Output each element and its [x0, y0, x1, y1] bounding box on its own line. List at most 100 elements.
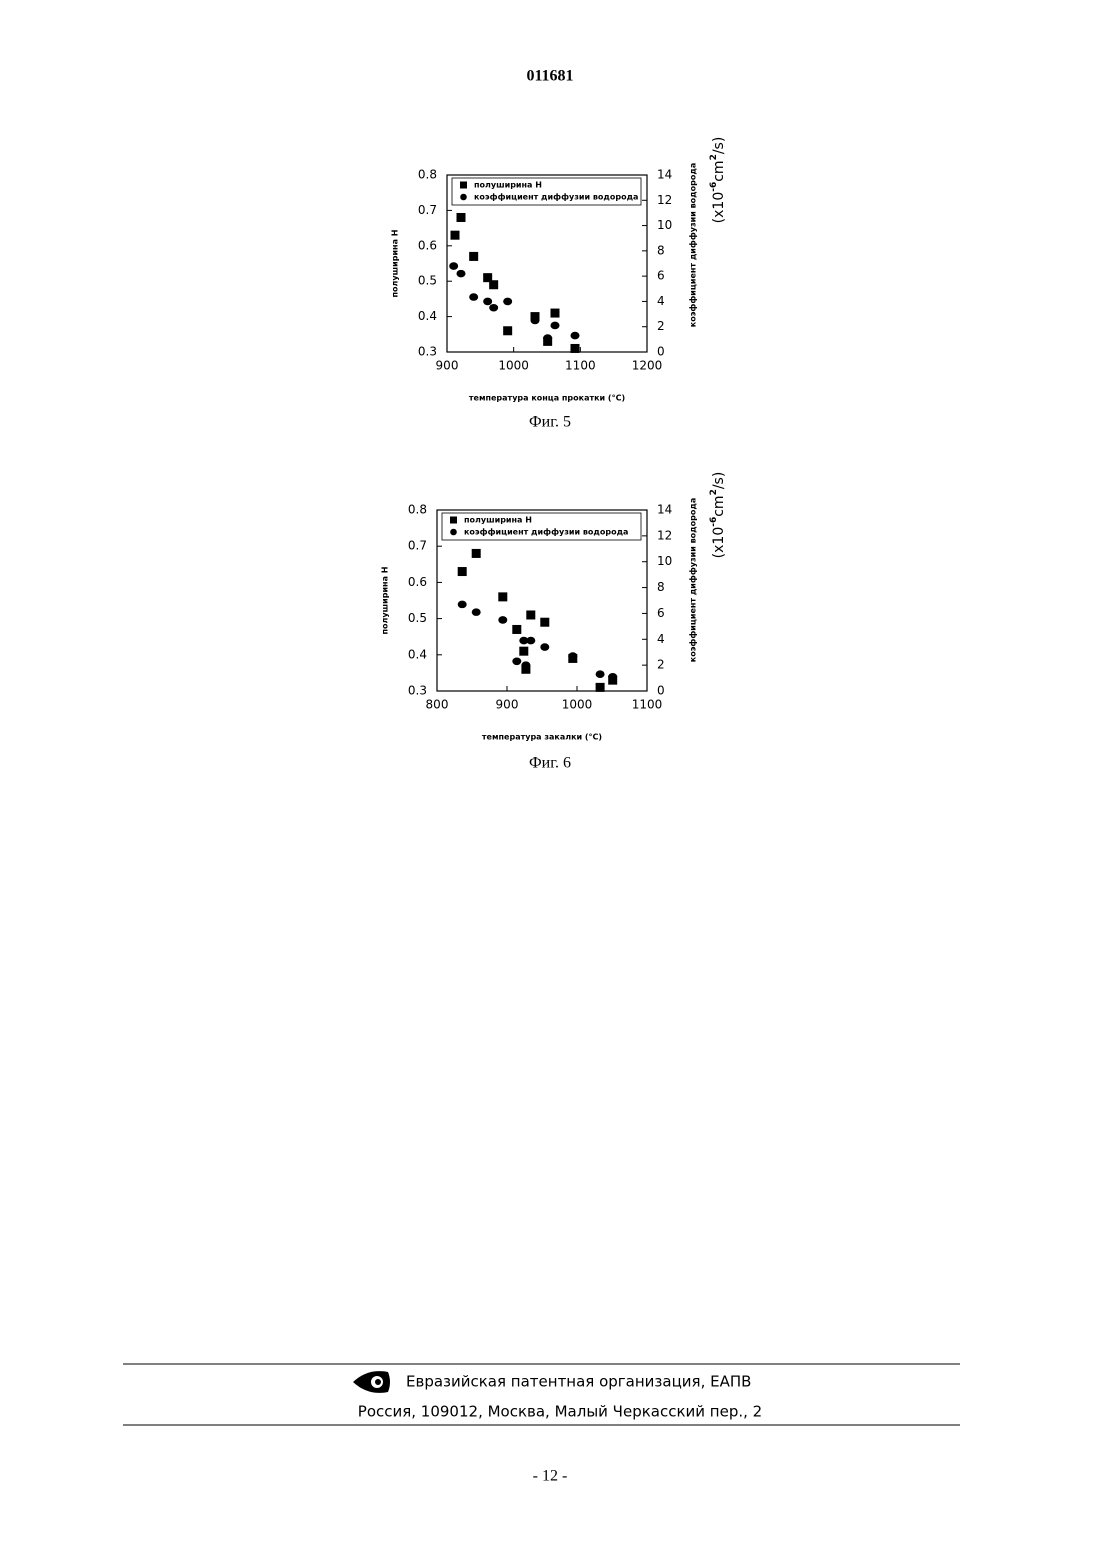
square-point [457, 213, 466, 222]
y2-tick-label: 2 [657, 658, 665, 672]
square-point [458, 567, 467, 576]
x-tick-label: 900 [496, 698, 519, 712]
chart: 0.30.40.50.60.70.80246810121480090010001… [381, 472, 728, 772]
y2-tick-label: 4 [657, 294, 665, 308]
y2-unit-part: cm [711, 160, 727, 181]
y2-unit-part: /s) [711, 472, 727, 489]
x-axis-label: температура конца прокатки (°С) [469, 394, 625, 403]
square-point [498, 592, 507, 601]
patent-number: 011681 [526, 68, 573, 85]
circle-point [571, 332, 580, 340]
y-tick-label: 0.8 [408, 503, 427, 517]
y-tick-label: 0.7 [418, 203, 437, 217]
x-tick-label: 1100 [565, 359, 596, 373]
circle-point [503, 298, 512, 306]
y2-tick-label: 10 [657, 218, 672, 232]
y2-axis-unit: (x10-6cm2/s) [709, 472, 728, 559]
figure-caption: Фиг. 6 [529, 755, 571, 772]
legend-label: коэффициент диффузии водорода [474, 193, 638, 202]
y2-tick-label: 0 [657, 684, 665, 698]
y2-unit-part: (x10 [711, 192, 727, 224]
circle-point [540, 643, 549, 651]
y-tick-label: 0.6 [408, 575, 427, 589]
y2-axis-label: коэффициент диффузии водорода [689, 163, 698, 327]
square-point [469, 252, 478, 261]
circle-point [596, 670, 605, 678]
y2-axis-label: коэффициент диффузии водорода [689, 498, 698, 662]
square-point [571, 344, 580, 353]
y-axis-label: полуширина Н [391, 230, 400, 298]
y2-tick-label: 10 [657, 554, 672, 568]
circle-point [521, 661, 530, 669]
x-tick-label: 1000 [498, 359, 529, 373]
circle-point [531, 317, 540, 325]
y2-unit-part: (x10 [711, 527, 727, 559]
y2-unit-part: -6 [709, 517, 719, 527]
y2-tick-label: 12 [657, 193, 672, 207]
circle-point [512, 657, 521, 665]
y2-tick-label: 2 [657, 319, 665, 333]
square-point [472, 549, 481, 558]
page: 011681 Евразийская патентная организация… [0, 0, 1100, 1556]
y2-tick-label: 14 [657, 503, 672, 517]
y2-tick-label: 14 [657, 168, 672, 182]
circle-point [458, 601, 467, 609]
legend-marker [450, 529, 457, 536]
y2-tick-label: 8 [657, 243, 665, 257]
legend-label: коэффициент диффузии водорода [464, 528, 628, 537]
legend-label: полуширина Н [474, 181, 542, 190]
circle-point [483, 298, 492, 306]
y2-tick-label: 12 [657, 528, 672, 542]
y-tick-label: 0.4 [418, 309, 437, 323]
footer-address: Россия, 109012, Москва, Малый Черкасский… [358, 1403, 762, 1421]
y2-tick-label: 8 [657, 580, 665, 594]
circle-point [498, 616, 507, 624]
y-tick-label: 0.3 [408, 684, 427, 698]
legend-marker [460, 182, 467, 189]
circle-point [469, 293, 478, 301]
y2-unit-part: /s) [711, 137, 727, 154]
x-tick-label: 1200 [632, 359, 663, 373]
legend-label: полуширина Н [464, 516, 532, 525]
y-tick-label: 0.5 [418, 274, 437, 288]
footer-organization: Евразийская патентная организация, ЕАПВ [406, 1373, 751, 1391]
square-point [519, 647, 528, 656]
y-tick-label: 0.4 [408, 647, 427, 661]
x-tick-label: 1100 [632, 698, 663, 712]
circle-point [449, 262, 458, 270]
legend-marker [460, 194, 467, 201]
circle-point [472, 608, 481, 616]
y-tick-label: 0.7 [408, 539, 427, 553]
x-axis-label: температура закалки (°С) [482, 733, 602, 742]
y-tick-label: 0.5 [408, 611, 427, 625]
y2-tick-label: 6 [657, 606, 665, 620]
page-number: - 12 - [533, 1468, 568, 1485]
circle-point [457, 270, 466, 278]
circle-point [608, 673, 617, 681]
y2-axis-unit: (x10-6cm2/s) [709, 137, 728, 224]
circle-point [489, 304, 498, 312]
square-point [451, 231, 460, 240]
square-point [489, 280, 498, 289]
x-tick-label: 1000 [562, 698, 593, 712]
y2-unit-part: cm [711, 495, 727, 516]
figure-caption: Фиг. 5 [529, 414, 571, 431]
y-axis-label: полуширина Н [381, 567, 390, 635]
circle-point [543, 334, 552, 342]
square-point [596, 683, 605, 692]
y2-tick-label: 4 [657, 632, 665, 646]
logo [353, 1371, 390, 1393]
legend-marker [450, 517, 457, 524]
y-tick-label: 0.8 [418, 168, 437, 182]
x-tick-label: 900 [436, 359, 459, 373]
circle-point [526, 637, 535, 645]
square-point [526, 610, 535, 619]
square-point [551, 309, 560, 318]
circle-point [551, 322, 560, 330]
square-point [512, 625, 521, 634]
y-tick-label: 0.3 [418, 345, 437, 359]
y2-unit-part: -6 [709, 182, 719, 192]
circle-point [568, 652, 577, 660]
square-point [540, 618, 549, 627]
chart: 0.30.40.50.60.70.80246810121490010001100… [391, 137, 728, 431]
